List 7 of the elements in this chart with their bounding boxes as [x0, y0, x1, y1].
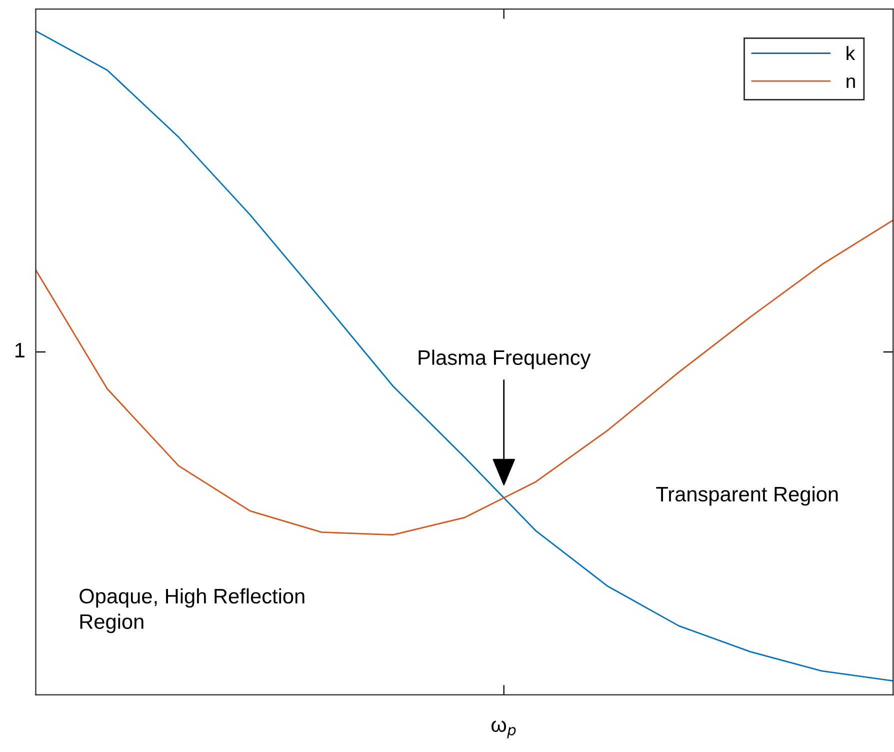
annotation: Plasma Frequency	[418, 350, 591, 370]
legend-label: n	[846, 77, 855, 88]
annotation: Opaque, High Reflection Region	[80, 588, 304, 634]
legend-label: k	[846, 46, 856, 60]
text: ω$_{p}$	[491, 720, 516, 738]
annotation: Transparent Region	[656, 486, 838, 506]
text: 1	[15, 342, 24, 358]
